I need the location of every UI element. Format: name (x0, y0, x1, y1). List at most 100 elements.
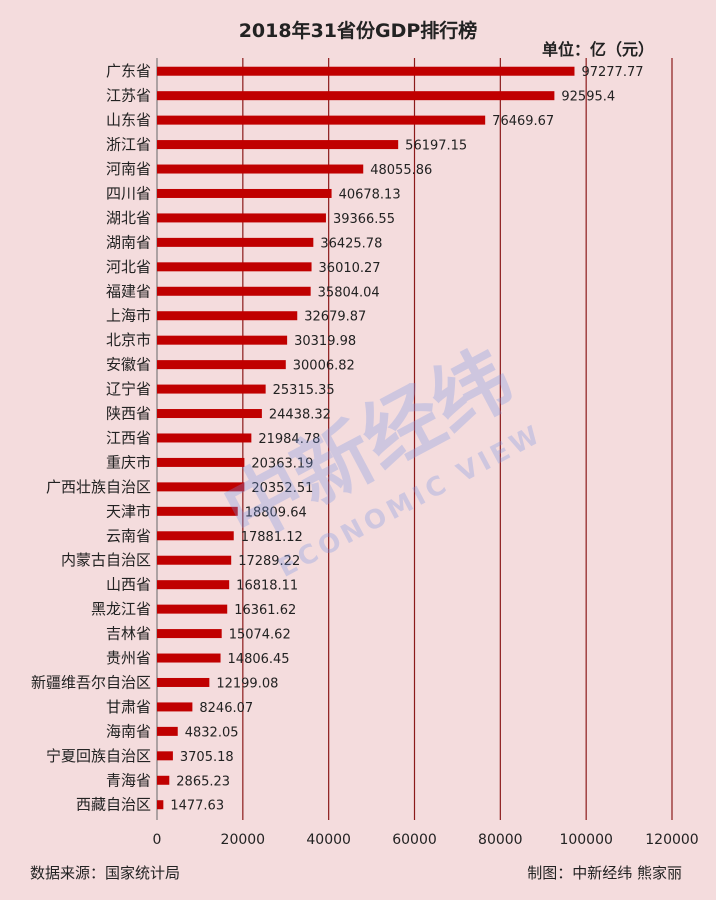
value-label: 17289.22 (238, 554, 300, 569)
bar (157, 311, 298, 321)
category-label: 山西省 (106, 576, 151, 594)
bar (157, 360, 286, 370)
x-tick-label: 60000 (392, 832, 437, 848)
x-tick-label: 80000 (478, 832, 523, 848)
bar (157, 409, 262, 419)
bar (157, 213, 326, 223)
bar (157, 433, 252, 443)
value-label: 24438.32 (269, 408, 331, 423)
value-label: 18809.64 (245, 505, 307, 520)
value-label: 36010.27 (319, 261, 381, 276)
bar (157, 188, 332, 198)
value-label: 40678.13 (339, 187, 401, 202)
data-source: 数据来源：国家统计局 (30, 864, 181, 882)
bar (157, 506, 238, 516)
bar (157, 237, 314, 247)
category-labels: 广东省江苏省山东省浙江省河南省四川省湖北省湖南省河北省福建省上海市北京市安徽省辽… (31, 62, 151, 814)
category-label: 浙江省 (106, 136, 151, 154)
bar (157, 164, 364, 174)
category-label: 四川省 (106, 184, 151, 202)
bar (157, 140, 399, 150)
category-label: 云南省 (106, 527, 151, 545)
category-label: 广西壮族自治区 (46, 478, 151, 496)
value-label: 25315.35 (273, 383, 335, 398)
x-tick-label: 40000 (306, 832, 351, 848)
category-label: 辽宁省 (106, 380, 151, 398)
x-tick-label: 100000 (559, 832, 612, 848)
category-label: 河北省 (106, 258, 151, 276)
unit-label: 单位：亿（元） (541, 40, 654, 59)
value-label: 16361.62 (234, 603, 296, 618)
value-label: 76469.67 (492, 114, 554, 129)
value-label: 20352.51 (251, 481, 313, 496)
bar (157, 677, 210, 687)
bar (157, 751, 173, 761)
category-label: 西藏自治区 (76, 796, 151, 814)
value-label: 35804.04 (318, 285, 380, 300)
bar (157, 800, 164, 810)
value-label: 8246.07 (199, 701, 253, 716)
value-label: 30319.98 (294, 334, 356, 349)
bar (157, 702, 193, 712)
bar (157, 66, 575, 76)
bar (157, 384, 266, 394)
category-label: 安徽省 (106, 356, 151, 374)
bar (157, 457, 245, 467)
value-label: 21984.78 (258, 432, 320, 447)
bar (157, 629, 222, 639)
category-label: 江苏省 (106, 87, 151, 105)
value-label: 2865.23 (176, 774, 230, 789)
bar (157, 580, 230, 590)
chart-title: 2018年31省份GDP排行榜 (238, 20, 478, 42)
value-label: 20363.19 (251, 456, 313, 471)
value-label: 30006.82 (293, 359, 355, 374)
value-label: 16818.11 (236, 579, 298, 594)
chart-credit: 制图：中新经纬 熊家丽 (527, 864, 682, 882)
grid-lines (156, 58, 673, 820)
category-label: 北京市 (106, 331, 151, 349)
x-tick-label: 20000 (221, 832, 266, 848)
bar (157, 653, 221, 663)
bar (157, 531, 234, 541)
category-label: 甘肃省 (106, 698, 151, 716)
value-label: 3705.18 (180, 750, 234, 765)
category-label: 福建省 (106, 282, 151, 300)
value-label: 97277.77 (581, 65, 643, 80)
bar (157, 115, 486, 125)
category-label: 湖南省 (106, 233, 151, 251)
value-label: 1477.63 (170, 799, 224, 814)
category-label: 上海市 (106, 307, 151, 325)
value-label: 17881.12 (241, 530, 303, 545)
bar (157, 335, 288, 345)
value-label: 15074.62 (229, 628, 291, 643)
category-label: 青海省 (106, 771, 151, 789)
value-label: 92595.4 (561, 90, 615, 105)
x-tick-labels: 0 20000 40000 60000 80000 100000 120000 (153, 832, 699, 848)
bar (157, 91, 555, 101)
category-label: 河南省 (106, 160, 151, 178)
bar (157, 726, 178, 736)
x-tick-label: 120000 (645, 832, 698, 848)
category-label: 新疆维吾尔自治区 (31, 673, 151, 691)
value-label: 36425.78 (320, 236, 382, 251)
bar (157, 555, 232, 565)
category-label: 内蒙古自治区 (61, 551, 151, 569)
value-labels: 97277.77 92595.4 76469.67 56197.15 48055.86 4… (170, 65, 643, 814)
category-label: 广东省 (106, 62, 151, 80)
bar (157, 262, 312, 272)
category-label: 湖北省 (106, 209, 151, 227)
category-label: 贵州省 (106, 649, 151, 667)
value-label: 12199.08 (216, 676, 278, 691)
category-label: 黑龙江省 (91, 600, 151, 618)
category-label: 宁夏回族自治区 (46, 747, 151, 765)
bar (157, 775, 170, 785)
category-label: 重庆市 (106, 453, 151, 471)
bars (157, 66, 575, 810)
category-label: 海南省 (106, 722, 151, 740)
value-label: 56197.15 (405, 139, 467, 154)
category-label: 吉林省 (106, 625, 151, 643)
category-label: 天津市 (106, 502, 151, 520)
category-label: 山东省 (106, 111, 151, 129)
value-label: 32679.87 (304, 310, 366, 325)
